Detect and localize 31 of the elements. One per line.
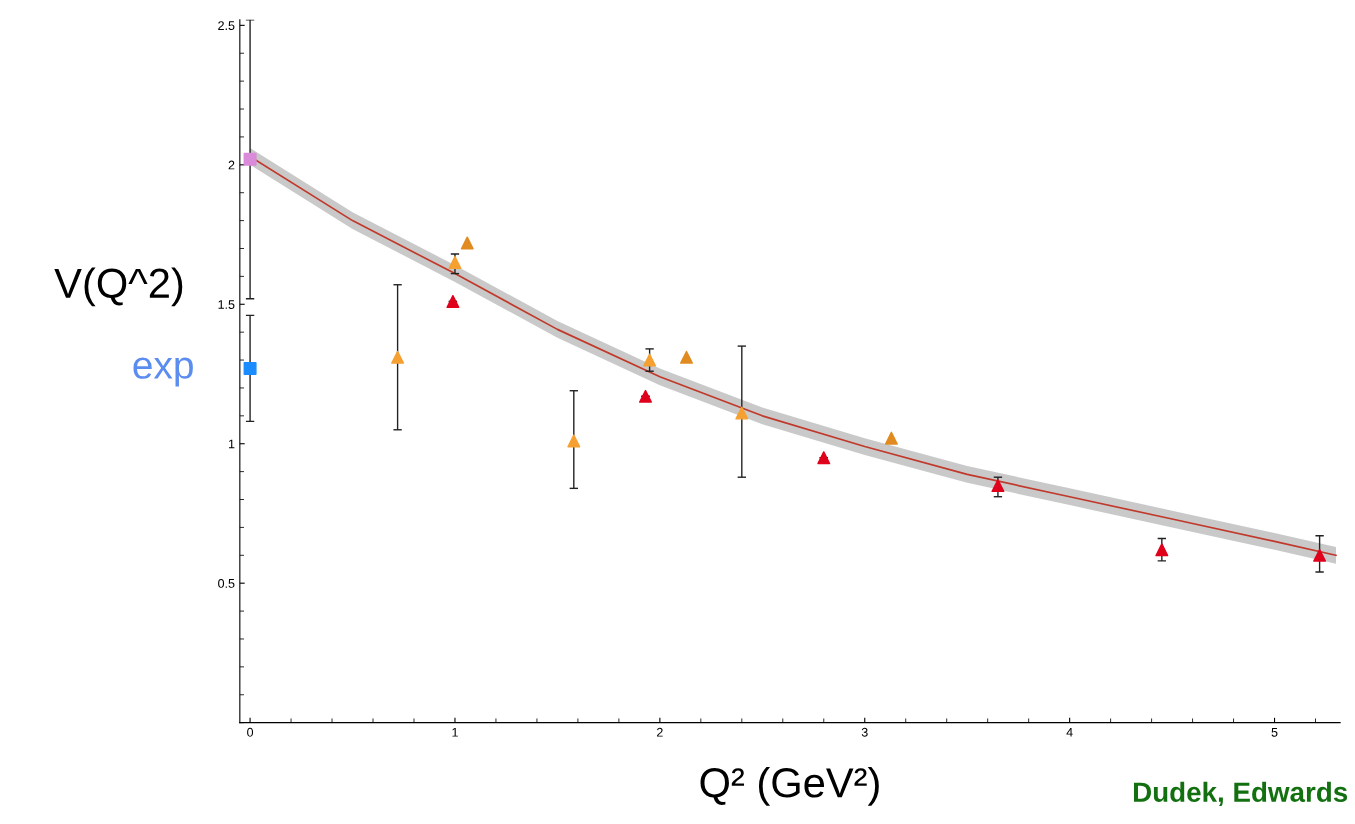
y-tick-label: 2 <box>228 160 235 170</box>
x-tick-label: 3 <box>861 727 868 737</box>
x-axis-title: Q² (GeV²) <box>700 766 879 806</box>
point <box>884 431 898 445</box>
x-tick-label: 0 <box>247 727 254 737</box>
point <box>817 451 831 465</box>
x-tick-label: 4 <box>1066 727 1073 737</box>
point <box>735 406 749 420</box>
point <box>567 434 581 448</box>
annotation: exp <box>133 357 193 387</box>
point <box>639 389 653 403</box>
x-tick-label: 5 <box>1271 727 1278 737</box>
y-tick-label: 2.5 <box>218 21 235 31</box>
point <box>391 350 405 364</box>
point <box>1313 548 1327 562</box>
point <box>1155 543 1169 557</box>
point <box>446 294 460 308</box>
point <box>460 236 474 250</box>
point <box>448 255 462 269</box>
point <box>679 350 694 364</box>
point <box>243 361 257 375</box>
x-tick-label: 1 <box>452 727 458 737</box>
text: Dudek, Edwards <box>1133 781 1348 807</box>
point <box>991 479 1005 493</box>
y-tick-label: 1 <box>228 439 235 449</box>
y-tick-label: 0.5 <box>218 578 235 588</box>
y-axis-title: V(Q^2) <box>54 267 183 307</box>
y-tick-label: 1.5 <box>218 300 235 309</box>
point <box>243 152 257 166</box>
x-tick-label: 2 <box>657 727 663 737</box>
point <box>643 353 657 367</box>
